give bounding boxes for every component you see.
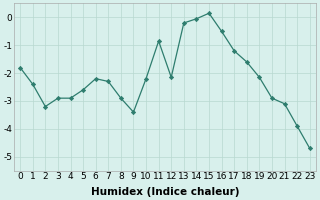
X-axis label: Humidex (Indice chaleur): Humidex (Indice chaleur) [91,187,239,197]
